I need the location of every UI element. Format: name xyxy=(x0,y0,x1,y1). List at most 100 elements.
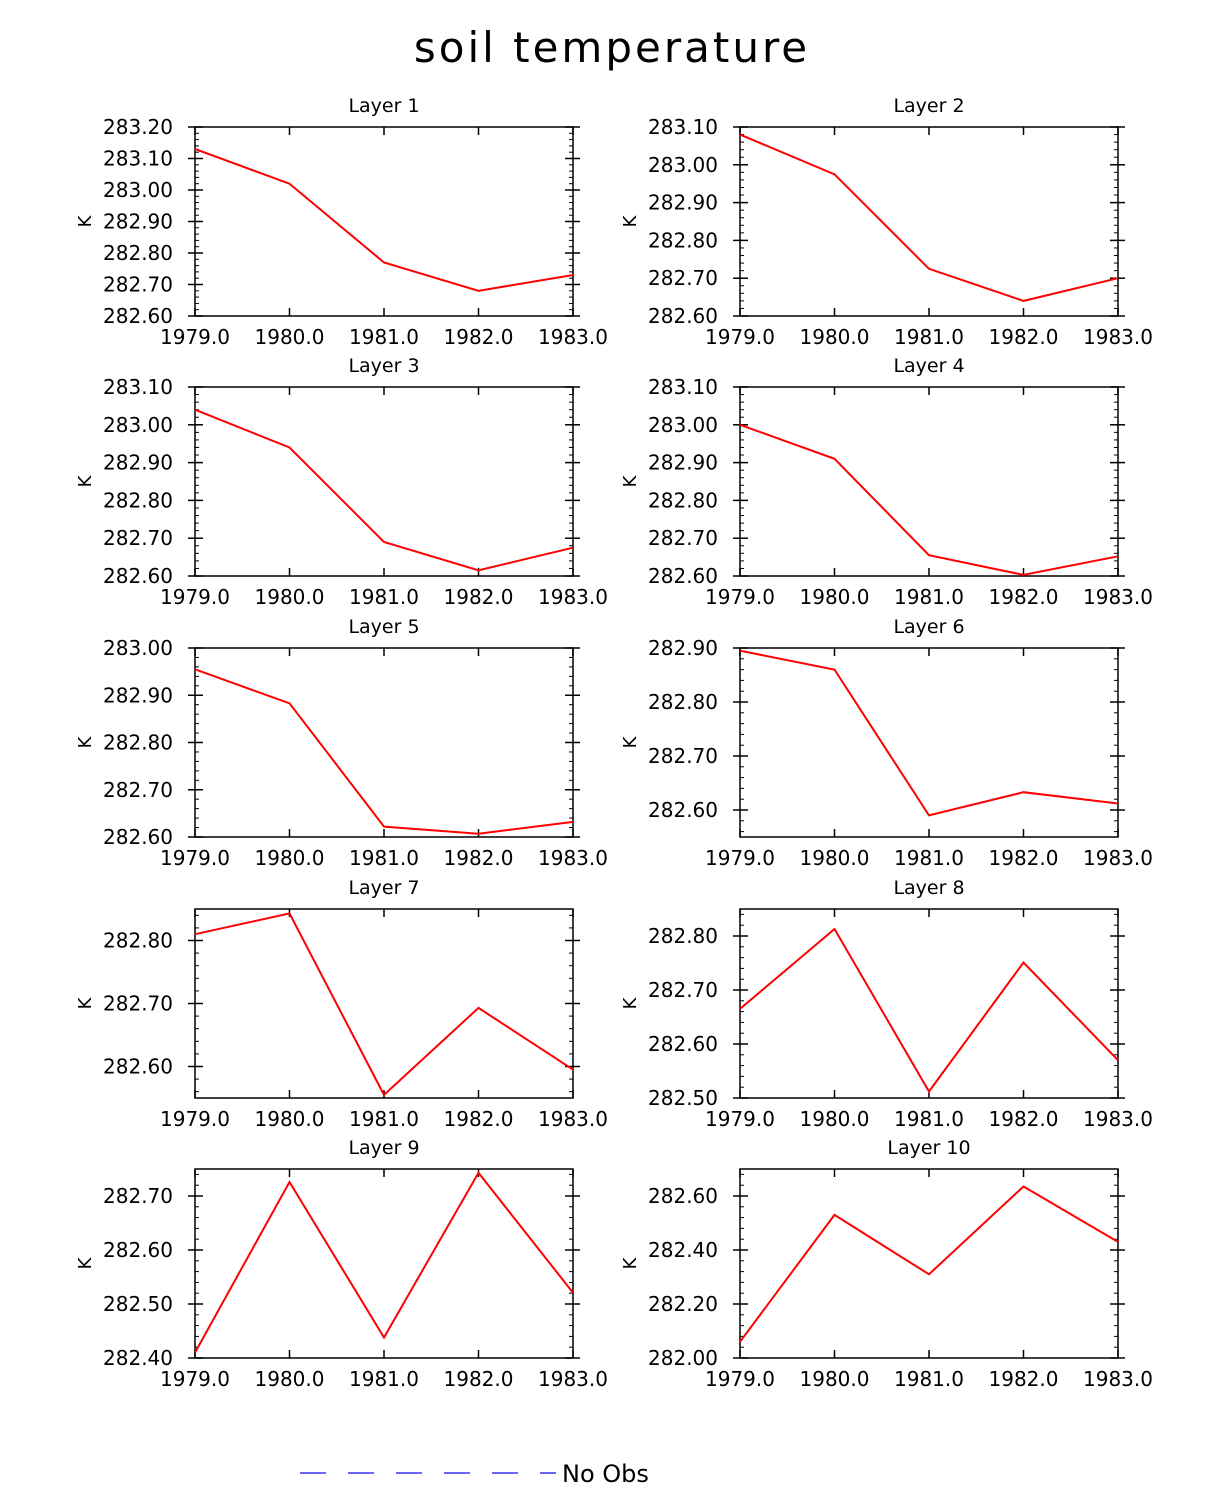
panel-title: Layer 9 xyxy=(348,1137,419,1159)
panel-title: Layer 2 xyxy=(893,95,964,117)
series-line xyxy=(194,668,574,835)
y-axis-label: K xyxy=(75,1256,96,1269)
y-tick-label: 282.90 xyxy=(103,451,173,475)
x-tick-label: 1981.0 xyxy=(349,325,419,349)
series-line xyxy=(194,1171,574,1354)
x-tick-label: 1979.0 xyxy=(160,325,230,349)
x-tick-label: 1980.0 xyxy=(800,585,870,609)
plot-frame xyxy=(739,1168,1119,1359)
x-tick-label: 1983.0 xyxy=(538,846,608,870)
y-tick-label: 282.80 xyxy=(648,228,718,252)
x-tick-label: 1980.0 xyxy=(255,846,325,870)
x-tick-label: 1983.0 xyxy=(1083,1107,1153,1131)
panel-title: Layer 5 xyxy=(348,616,419,638)
y-tick-label: 282.90 xyxy=(103,683,173,707)
panel-title: Layer 1 xyxy=(348,95,419,117)
panel-title: Layer 3 xyxy=(348,355,419,377)
plot-frame xyxy=(739,647,1119,838)
x-tick-label: 1983.0 xyxy=(538,1107,608,1131)
y-axis-label: K xyxy=(620,214,641,227)
y-tick-label: 282.60 xyxy=(648,1032,718,1056)
y-tick-label: 282.70 xyxy=(648,266,718,290)
y-tick-label: 282.80 xyxy=(648,690,718,714)
panel-layer-8: Layer 8 K 1979.0 1980.0 1981.0 1982.0 1983.0 28… xyxy=(620,877,1153,1131)
y-axis-label: K xyxy=(75,996,96,1009)
y-tick-label: 283.00 xyxy=(648,413,718,437)
y-tick-label: 282.60 xyxy=(103,825,173,849)
y-tick-label: 282.90 xyxy=(648,636,718,660)
plot-frame xyxy=(194,126,574,317)
x-tick-label: 1982.0 xyxy=(989,325,1059,349)
x-tick-label: 1983.0 xyxy=(538,585,608,609)
panel-layer-4: Layer 4 K 1979.0 1980.0 1981.0 1982.0 1983.0 28… xyxy=(620,355,1153,609)
x-tick-label: 1983.0 xyxy=(538,325,608,349)
series-line xyxy=(739,1185,1119,1343)
y-tick-label: 282.80 xyxy=(648,488,718,512)
panel-layer-6: Layer 6 K 1979.0 1980.0 1981.0 1982.0 1983.0 28… xyxy=(620,616,1153,870)
x-tick-label: 1980.0 xyxy=(255,1107,325,1131)
y-tick-label: 283.10 xyxy=(648,115,718,139)
x-tick-label: 1982.0 xyxy=(989,1367,1059,1391)
x-tick-label: 1980.0 xyxy=(800,325,870,349)
y-axis-label: K xyxy=(620,1256,641,1269)
x-tick-label: 1980.0 xyxy=(255,1367,325,1391)
y-tick-label: 282.70 xyxy=(103,1184,173,1208)
x-tick-label: 1979.0 xyxy=(705,1367,775,1391)
y-axis-label: K xyxy=(75,735,96,748)
plot-frame xyxy=(194,908,574,1099)
y-tick-label: 282.90 xyxy=(648,451,718,475)
y-tick-label: 282.20 xyxy=(648,1292,718,1316)
y-tick-label: 282.60 xyxy=(648,798,718,822)
y-tick-label: 282.80 xyxy=(103,488,173,512)
legend: No Obs xyxy=(300,1460,649,1485)
x-tick-label: 1979.0 xyxy=(160,585,230,609)
x-tick-label: 1982.0 xyxy=(444,846,514,870)
y-axis-label: K xyxy=(620,735,641,748)
panel-layer-9: Layer 9 K 1979.0 1980.0 1981.0 1982.0 1983.0 28… xyxy=(75,1137,608,1391)
panel-title: Layer 4 xyxy=(893,355,964,377)
series-line xyxy=(739,133,1119,302)
y-tick-label: 283.00 xyxy=(103,636,173,660)
x-tick-label: 1983.0 xyxy=(1083,1367,1153,1391)
y-axis-label: K xyxy=(75,214,96,227)
x-tick-label: 1981.0 xyxy=(349,846,419,870)
y-tick-label: 282.00 xyxy=(648,1346,718,1370)
x-tick-label: 1982.0 xyxy=(989,585,1059,609)
x-tick-label: 1982.0 xyxy=(989,846,1059,870)
series-line xyxy=(194,912,574,1097)
panel-layer-5: Layer 5 K 1979.0 1980.0 1981.0 1982.0 1983.0 28… xyxy=(75,616,608,870)
x-tick-label: 1980.0 xyxy=(800,846,870,870)
panel-layer-1: Layer 1 K 1979.0 1980.0 1981.0 1982.0 1983.0 28… xyxy=(75,95,608,349)
series-line xyxy=(739,423,1119,576)
panel-layer-2: Layer 2 K 1979.0 1980.0 1981.0 1982.0 1983.0 28… xyxy=(620,95,1153,349)
y-tick-label: 282.70 xyxy=(103,778,173,802)
y-tick-label: 282.80 xyxy=(103,241,173,265)
y-tick-label: 282.70 xyxy=(648,978,718,1002)
x-tick-label: 1982.0 xyxy=(444,325,514,349)
x-tick-label: 1980.0 xyxy=(800,1107,870,1131)
y-tick-label: 282.80 xyxy=(103,929,173,953)
y-tick-label: 283.00 xyxy=(103,178,173,202)
x-tick-label: 1981.0 xyxy=(349,585,419,609)
x-tick-label: 1979.0 xyxy=(705,325,775,349)
series-line xyxy=(739,649,1119,817)
y-tick-label: 283.00 xyxy=(103,413,173,437)
x-tick-label: 1983.0 xyxy=(1083,585,1153,609)
plot-frame xyxy=(194,386,574,577)
y-tick-label: 283.10 xyxy=(103,147,173,171)
y-tick-label: 282.70 xyxy=(103,992,173,1016)
y-tick-label: 282.50 xyxy=(648,1086,718,1110)
x-tick-label: 1981.0 xyxy=(894,846,964,870)
panels-container: Layer 1 K 1979.0 1980.0 1981.0 1982.0 1983.0 28… xyxy=(75,95,1153,1391)
y-tick-label: 283.10 xyxy=(103,375,173,399)
y-tick-label: 282.70 xyxy=(103,273,173,297)
panel-title: Layer 7 xyxy=(348,877,419,899)
x-tick-label: 1980.0 xyxy=(800,1367,870,1391)
plot-frame xyxy=(739,908,1119,1099)
x-tick-label: 1981.0 xyxy=(349,1367,419,1391)
x-tick-label: 1979.0 xyxy=(160,1367,230,1391)
y-tick-label: 283.10 xyxy=(648,375,718,399)
y-tick-label: 282.70 xyxy=(103,526,173,550)
y-axis-label: K xyxy=(75,474,96,487)
